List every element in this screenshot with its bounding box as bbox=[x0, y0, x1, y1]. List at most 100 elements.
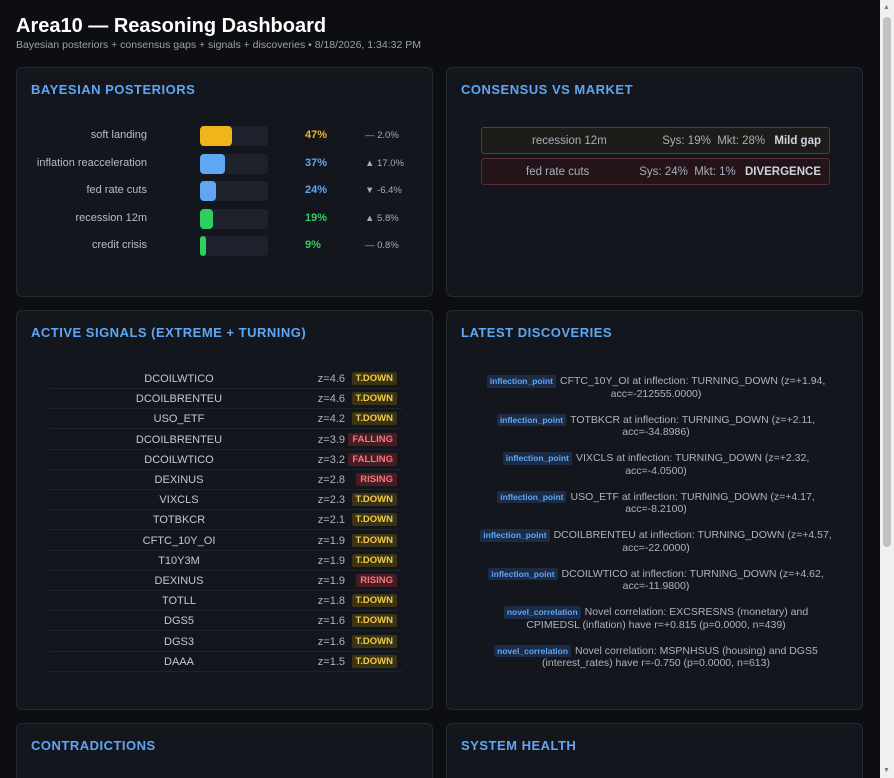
signal-name: DEXINUS bbox=[154, 575, 204, 587]
signal-badge: T.DOWN bbox=[351, 614, 397, 628]
signal-zscore: z=2.3 bbox=[317, 494, 345, 507]
consensus-row-recession: recession 12m Sys: 19% Mkt: 28% Mild gap bbox=[481, 127, 830, 154]
posterior-row: recession 12m 19% ▲ 5.8% bbox=[17, 208, 432, 229]
signal-row: TOTBKCR z=2.1 T.DOWN bbox=[49, 510, 403, 531]
consensus-label: recession 12m bbox=[532, 135, 607, 147]
page-title: Area10 — Reasoning Dashboard bbox=[16, 15, 327, 37]
discovery-text: Novel correlation: EXCSRESNS (monetary) … bbox=[526, 606, 809, 631]
posterior-delta: — 0.8% bbox=[365, 240, 399, 251]
discovery-tag: novel_correlation bbox=[494, 644, 572, 657]
signal-zscore: z=3.9 bbox=[317, 433, 345, 446]
signal-badge: T.DOWN bbox=[351, 372, 397, 385]
discovery-item: inflection_point TOTBKCR at inflection: T… bbox=[477, 413, 835, 439]
posterior-delta: ▲ 5.8% bbox=[365, 212, 399, 224]
signal-row: USO_ETF z=4.2 T.DOWN bbox=[49, 409, 403, 430]
discovery-tag: inflection_point bbox=[502, 452, 573, 465]
signals-panel: ACTIVE SIGNALS (EXTREME + TURNING) DCOIL… bbox=[16, 310, 433, 710]
signal-row: DCOILBRENTEU z=3.9 FALLING bbox=[49, 430, 403, 450]
signal-name: CFTC_10Y_OI bbox=[142, 534, 216, 547]
page-scrollbar[interactable]: ▲ ▼ bbox=[880, 0, 894, 778]
discovery-text: DCOILWTICO at inflection: TURNING_DOWN (… bbox=[561, 567, 824, 593]
discovery-text: Novel correlation: MSPNHSUS (housing) an… bbox=[542, 644, 818, 670]
signal-zscore: z=1.9 bbox=[317, 554, 345, 567]
discovery-text: VIXCLS at inflection: TURNING_DOWN (z=+2… bbox=[576, 452, 810, 477]
system-health-title: SYSTEM HEALTH bbox=[461, 738, 577, 753]
consensus-title: CONSENSUS VS MARKET bbox=[461, 82, 634, 97]
posteriors-title: BAYESIAN POSTERIORS bbox=[31, 82, 196, 97]
signal-row: VIXCLS z=2.3 T.DOWN bbox=[49, 490, 403, 511]
consensus-label: fed rate cuts bbox=[526, 166, 590, 178]
signal-name: TOTBKCR bbox=[152, 514, 206, 527]
signal-name: DAAA bbox=[164, 655, 194, 668]
consensus-stats: Sys: 24% Mkt: 1% DIVERGENCE bbox=[639, 166, 821, 178]
signal-zscore: z=1.9 bbox=[317, 575, 345, 587]
signal-badge: FALLING bbox=[348, 432, 397, 446]
posterior-label: fed rate cuts bbox=[86, 184, 147, 196]
posterior-row: inflation reacceleration 37% ▲ 17.0% bbox=[17, 153, 432, 174]
posterior-bar-fill bbox=[200, 208, 213, 229]
signal-row: DEXINUS z=2.8 RISING bbox=[49, 470, 403, 490]
discovery-text: USO_ETF at inflection: TURNING_DOWN (z=+… bbox=[570, 490, 815, 516]
signal-name: DCOILWTICO bbox=[144, 373, 214, 385]
signal-row: DCOILWTICO z=4.6 T.DOWN bbox=[49, 369, 403, 389]
signal-badge: FALLING bbox=[348, 452, 397, 466]
signal-name: DGS3 bbox=[164, 635, 194, 648]
dashboard-header: Area10 — Reasoning Dashboard Bayesian po… bbox=[16, 15, 421, 51]
signal-zscore: z=4.2 bbox=[317, 413, 345, 426]
signal-badge: T.DOWN bbox=[351, 594, 397, 608]
discovery-tag: inflection_point bbox=[497, 490, 567, 503]
signal-badge: T.DOWN bbox=[351, 412, 397, 426]
scroll-down-arrow-icon[interactable]: ▼ bbox=[883, 767, 890, 774]
posterior-row: fed rate cuts 24% ▼ -6.4% bbox=[17, 181, 432, 201]
signal-badge: T.DOWN bbox=[351, 553, 397, 567]
discovery-tag: inflection_point bbox=[496, 413, 567, 426]
posterior-bar-track bbox=[200, 208, 268, 229]
discovery-text: DCOILBRENTEU at inflection: TURNING_DOWN… bbox=[553, 529, 832, 554]
signal-zscore: z=1.9 bbox=[317, 534, 345, 547]
posterior-bar-fill bbox=[200, 236, 206, 256]
signal-name: DCOILWTICO bbox=[144, 453, 214, 466]
signal-zscore: z=1.5 bbox=[317, 655, 345, 668]
posterior-delta: ▼ -6.4% bbox=[365, 185, 402, 196]
scrollbar-thumb[interactable] bbox=[883, 17, 891, 547]
posterior-delta: ▲ 17.0% bbox=[365, 157, 404, 169]
discovery-item: inflection_point DCOILWTICO at inflection… bbox=[477, 567, 835, 593]
discoveries-panel: LATEST DISCOVERIES inflection_point CFTC_… bbox=[446, 310, 863, 710]
discovery-text: TOTBKCR at inflection: TURNING_DOWN (z=+… bbox=[570, 413, 816, 439]
signal-zscore: z=1.8 bbox=[317, 595, 345, 608]
posterior-label: soft landing bbox=[90, 129, 147, 141]
posterior-bar-track bbox=[200, 153, 268, 174]
signal-row: DGS5 z=1.6 T.DOWN bbox=[49, 611, 403, 632]
signal-name: DGS5 bbox=[164, 615, 194, 628]
signal-name: DCOILBRENTEU bbox=[135, 393, 223, 406]
signal-name: T10Y3M bbox=[158, 554, 200, 567]
posterior-value: 9% bbox=[305, 239, 321, 251]
signal-badge: T.DOWN bbox=[351, 634, 397, 648]
discovery-tag: inflection_point bbox=[486, 375, 556, 388]
posterior-value: 47% bbox=[305, 129, 328, 141]
signal-zscore: z=4.6 bbox=[317, 373, 345, 385]
posterior-row: credit crisis 9% — 0.8% bbox=[17, 236, 432, 256]
signal-zscore: z=2.1 bbox=[317, 514, 345, 527]
discovery-item: inflection_point DCOILBRENTEU at inflecti… bbox=[477, 529, 835, 554]
signal-zscore: z=1.6 bbox=[317, 635, 345, 648]
signal-row: CFTC_10Y_OI z=1.9 T.DOWN bbox=[49, 531, 403, 551]
signal-row: DAAA z=1.5 T.DOWN bbox=[49, 652, 403, 672]
signal-badge: T.DOWN bbox=[351, 392, 397, 406]
posterior-value: 24% bbox=[305, 184, 328, 196]
signal-row: TOTLL z=1.8 T.DOWN bbox=[49, 591, 403, 612]
consensus-sys: Sys: 19% bbox=[662, 135, 711, 147]
consensus-mkt: Mkt: 1% bbox=[694, 166, 736, 178]
posterior-bar-track bbox=[200, 126, 268, 146]
discovery-tag: inflection_point bbox=[480, 529, 550, 542]
discovery-item: novel_correlation Novel correlation: EXCS… bbox=[477, 606, 835, 631]
contradictions-title: CONTRADICTIONS bbox=[31, 738, 156, 753]
scroll-up-arrow-icon[interactable]: ▲ bbox=[883, 4, 890, 11]
posterior-label: recession 12m bbox=[75, 211, 147, 224]
discovery-item: inflection_point CFTC_10Y_OI at inflectio… bbox=[477, 375, 835, 400]
signal-zscore: z=4.6 bbox=[317, 393, 345, 406]
contradictions-panel: CONTRADICTIONS bbox=[16, 723, 433, 778]
signal-badge: RISING bbox=[356, 473, 397, 486]
posterior-label: inflation reacceleration bbox=[36, 156, 147, 169]
discoveries-title: LATEST DISCOVERIES bbox=[461, 325, 613, 340]
